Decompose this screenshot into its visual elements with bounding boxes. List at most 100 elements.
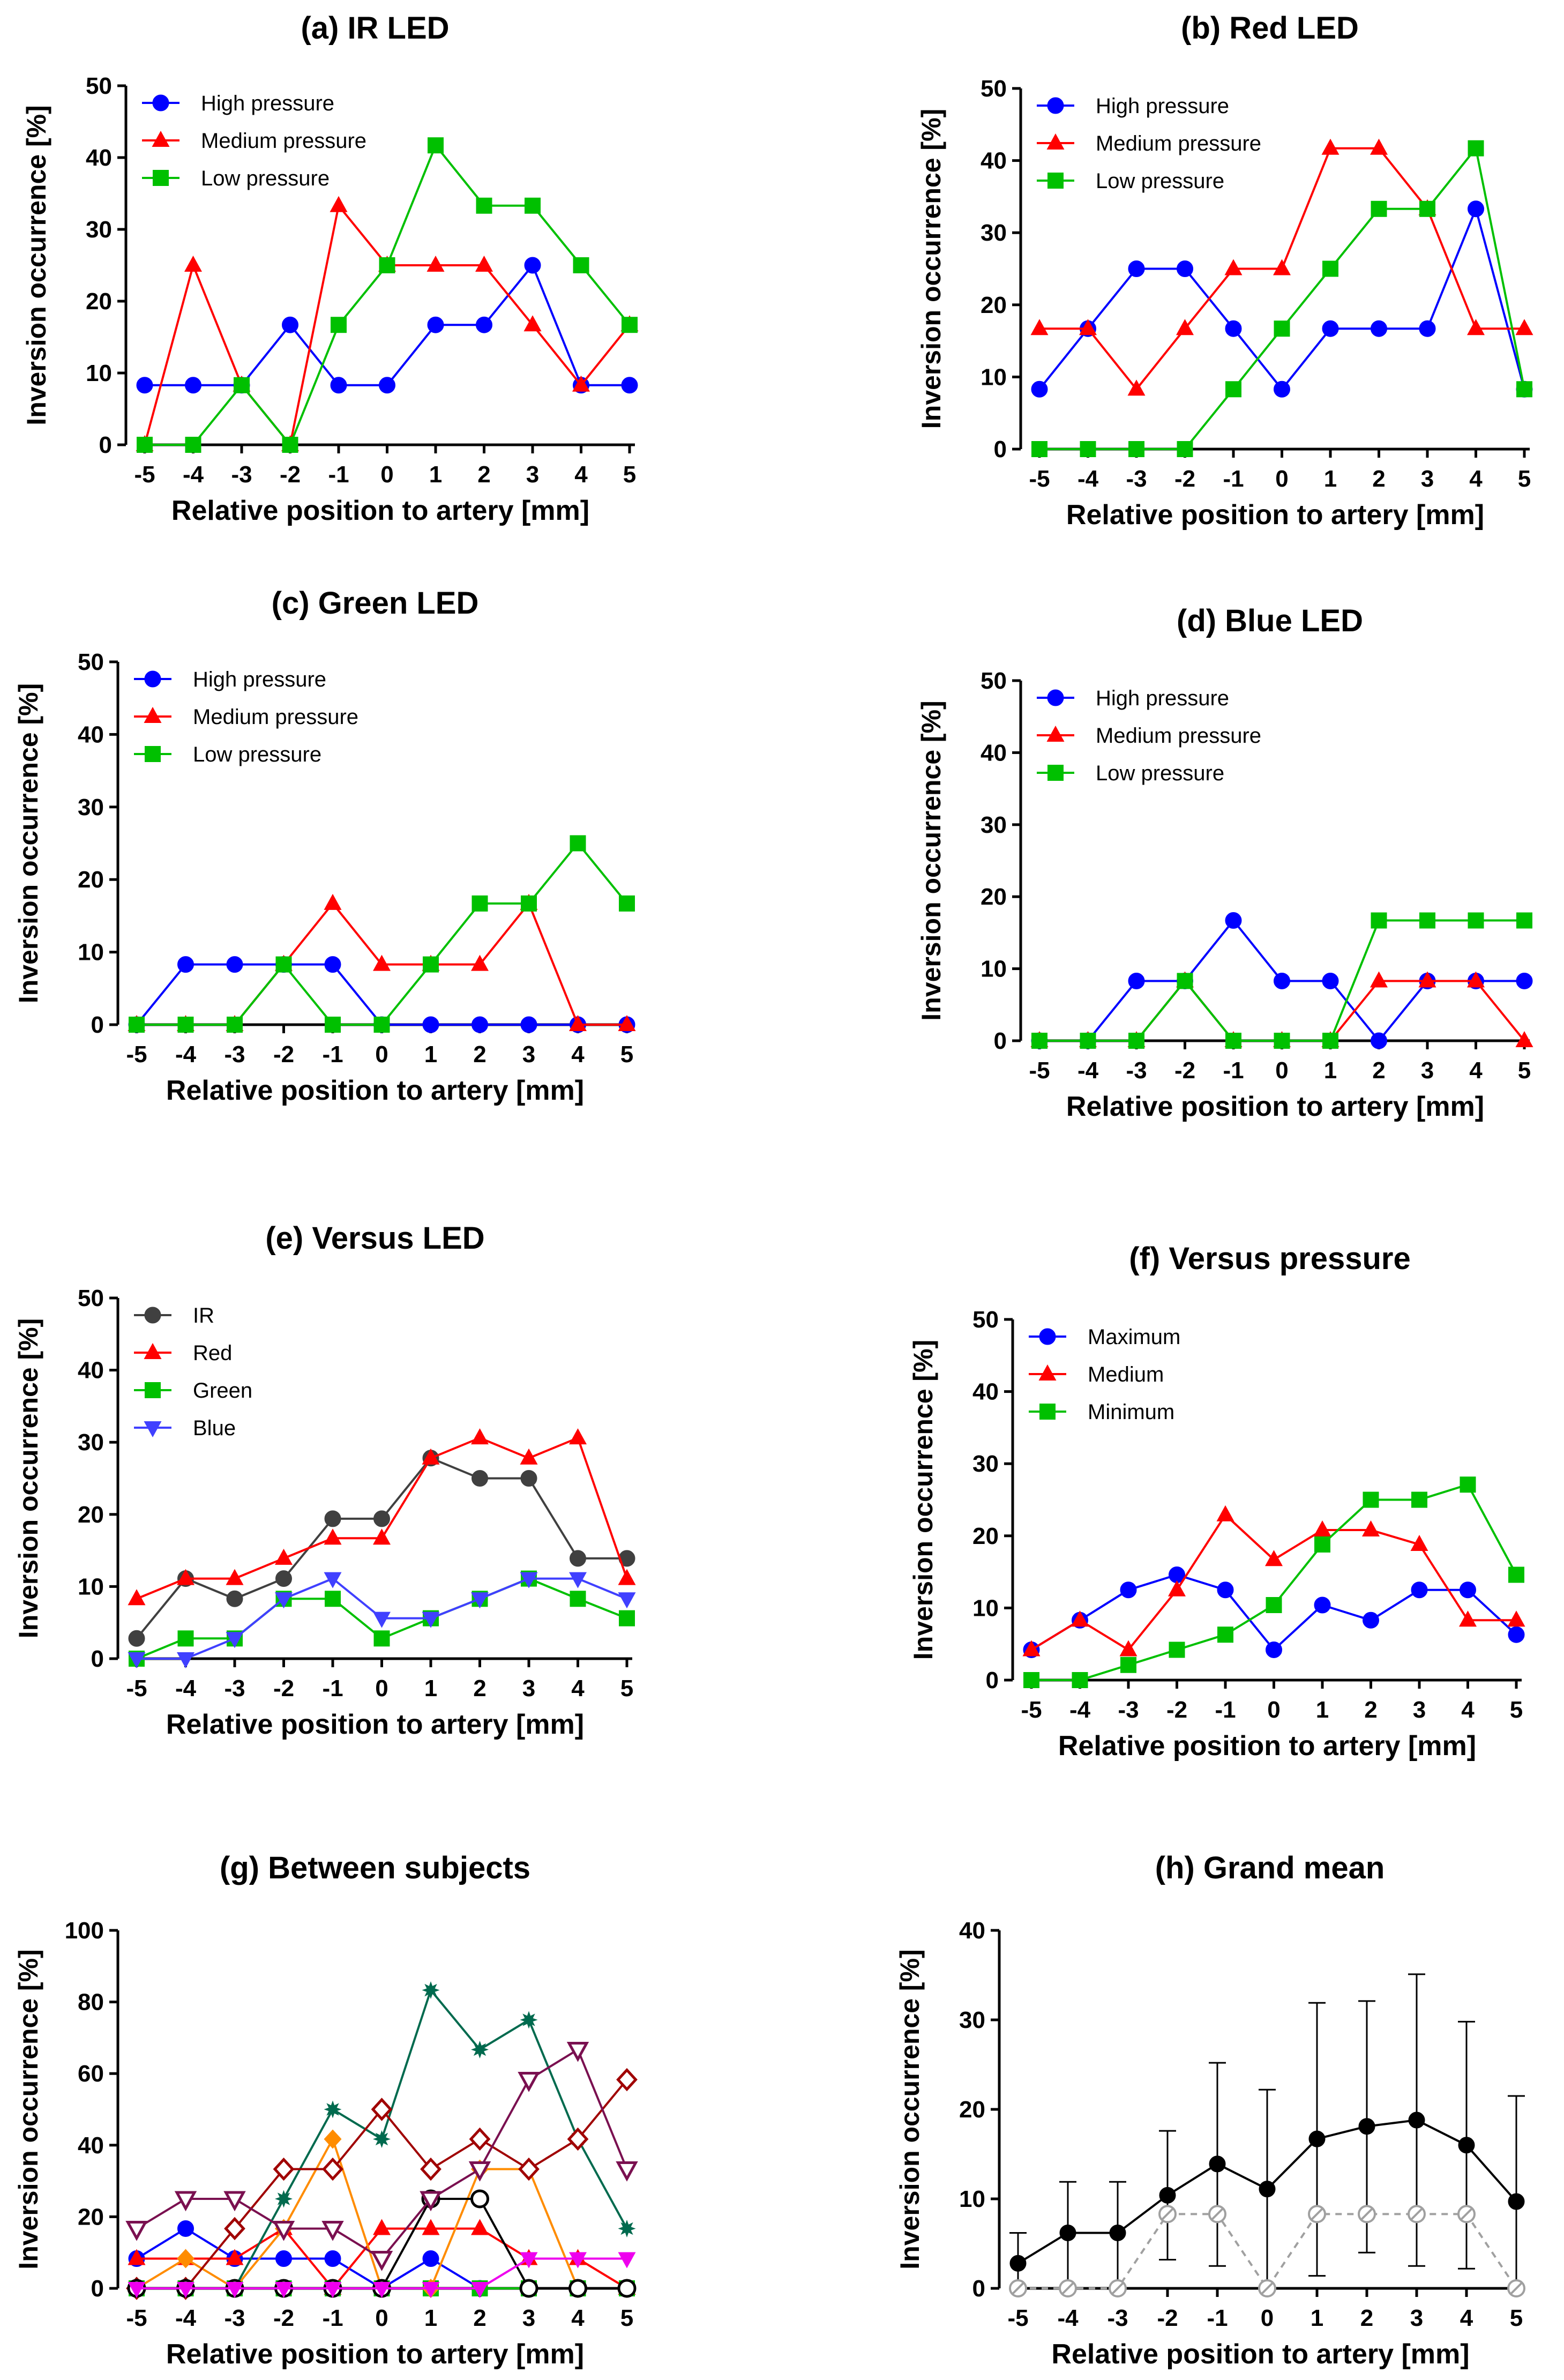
data-point xyxy=(1059,2279,1077,2297)
y-axis-label: Inversion occurrence [%] xyxy=(916,109,946,429)
data-point xyxy=(476,197,492,214)
x-tick-label: 5 xyxy=(623,461,636,488)
data-point xyxy=(177,1630,194,1647)
data-point xyxy=(125,2220,148,2241)
data-point xyxy=(521,895,537,912)
legend-label: Blue xyxy=(193,1416,236,1440)
data-point xyxy=(570,835,586,852)
data-point xyxy=(275,1548,293,1565)
x-tick-label: 1 xyxy=(1324,466,1337,492)
data-point xyxy=(470,2189,489,2209)
legend-marker xyxy=(1047,765,1064,781)
data-point xyxy=(569,1015,587,1031)
x-tick-label: 3 xyxy=(522,1041,535,1068)
x-tick-label: -3 xyxy=(224,1041,245,1068)
data-point xyxy=(1274,380,1290,398)
data-point xyxy=(1314,1596,1331,1614)
series-line xyxy=(1030,1513,1516,1652)
y-tick-label: 10 xyxy=(981,956,1007,982)
data-point xyxy=(330,377,347,394)
data-point xyxy=(272,2220,295,2241)
data-point xyxy=(331,317,347,333)
data-point xyxy=(1358,2118,1375,2135)
data-point xyxy=(1508,1626,1525,1643)
x-tick-label: -3 xyxy=(231,461,252,488)
data-point xyxy=(1079,319,1097,335)
x-axis-label: Relative position to artery [mm] xyxy=(171,495,589,526)
legend-marker xyxy=(144,1307,161,1324)
data-point xyxy=(1321,138,1339,155)
data-point xyxy=(1370,971,1388,988)
x-tick-label: -4 xyxy=(1077,1057,1099,1084)
x-tick-label: 3 xyxy=(1421,1057,1434,1084)
x-axis-label: Relative position to artery [mm] xyxy=(1051,2339,1469,2370)
legend-label: High pressure xyxy=(1096,94,1229,118)
data-point xyxy=(373,1630,390,1647)
x-tick-label: -2 xyxy=(280,461,301,488)
data-point xyxy=(1370,138,1388,155)
legend-marker xyxy=(144,707,162,723)
x-tick-label: 4 xyxy=(571,1041,585,1068)
legend-marker xyxy=(145,746,161,762)
data-point xyxy=(324,2282,342,2298)
chart-c: (c) Green LED 0 10 20 30 40 50 -5 -4 -3 -2 -1 0 1 2 3 4 5… xyxy=(13,586,636,1106)
data-point xyxy=(618,2252,636,2269)
x-tick-label: -5 xyxy=(1021,1697,1042,1723)
data-point xyxy=(324,1510,341,1527)
data-point xyxy=(1322,972,1339,989)
data-point xyxy=(373,2282,391,2298)
x-tick-label: -4 xyxy=(175,1675,197,1702)
data-point xyxy=(472,1016,488,1033)
x-tick-label: 5 xyxy=(1518,466,1531,492)
data-point xyxy=(128,2249,146,2265)
y-tick-label: 0 xyxy=(994,1028,1007,1054)
data-point xyxy=(322,2157,343,2181)
data-point xyxy=(373,2219,391,2235)
data-point xyxy=(1458,2137,1475,2154)
data-point xyxy=(224,2217,245,2241)
data-point xyxy=(1071,1610,1089,1627)
data-point xyxy=(128,1652,146,1668)
data-point xyxy=(177,2249,194,2269)
x-tick-label: 1 xyxy=(424,1041,437,1068)
x-tick-label: 2 xyxy=(1360,2305,1373,2331)
data-point xyxy=(226,1590,243,1607)
data-point xyxy=(1031,380,1048,398)
legend-label: Red xyxy=(193,1341,232,1365)
data-point xyxy=(476,316,492,333)
legend-label: Medium pressure xyxy=(1096,724,1261,748)
x-tick-label: -2 xyxy=(273,1041,294,1068)
data-point xyxy=(1467,319,1485,335)
x-tick-label: -5 xyxy=(134,461,155,488)
data-point xyxy=(324,2250,341,2267)
y-tick-label: 100 xyxy=(65,1918,104,1944)
x-tick-label: 4 xyxy=(571,1675,585,1702)
y-tick-label: 50 xyxy=(86,73,112,99)
x-axis-label: Relative position to artery [mm] xyxy=(166,1075,584,1106)
y-tick-label: 10 xyxy=(78,1573,104,1600)
data-point xyxy=(1515,319,1533,335)
y-axis-label: Inversion occurrence [%] xyxy=(916,700,946,1020)
x-tick-label: 1 xyxy=(424,2305,437,2331)
x-tick-label: -1 xyxy=(322,2305,343,2331)
y-tick-label: 80 xyxy=(78,1989,104,2016)
x-tick-label: 1 xyxy=(1311,2305,1323,2331)
chart-title: (b) Red LED xyxy=(1181,11,1359,46)
legend-marker xyxy=(152,94,169,111)
data-point xyxy=(616,2068,638,2092)
data-point xyxy=(422,2219,440,2235)
x-tick-label: 3 xyxy=(522,1675,535,1702)
x-tick-label: -5 xyxy=(126,1041,147,1068)
x-tick-label: -1 xyxy=(1207,2305,1228,2331)
legend-label: Medium xyxy=(1088,1363,1164,1386)
data-point xyxy=(427,316,444,333)
data-point xyxy=(569,1428,587,1445)
y-tick-label: 30 xyxy=(78,1429,104,1456)
legend-marker xyxy=(1039,1328,1056,1345)
data-point xyxy=(371,2098,393,2121)
data-point xyxy=(177,1652,194,1668)
data-point xyxy=(1410,1534,1428,1551)
data-point xyxy=(1258,2279,1276,2297)
